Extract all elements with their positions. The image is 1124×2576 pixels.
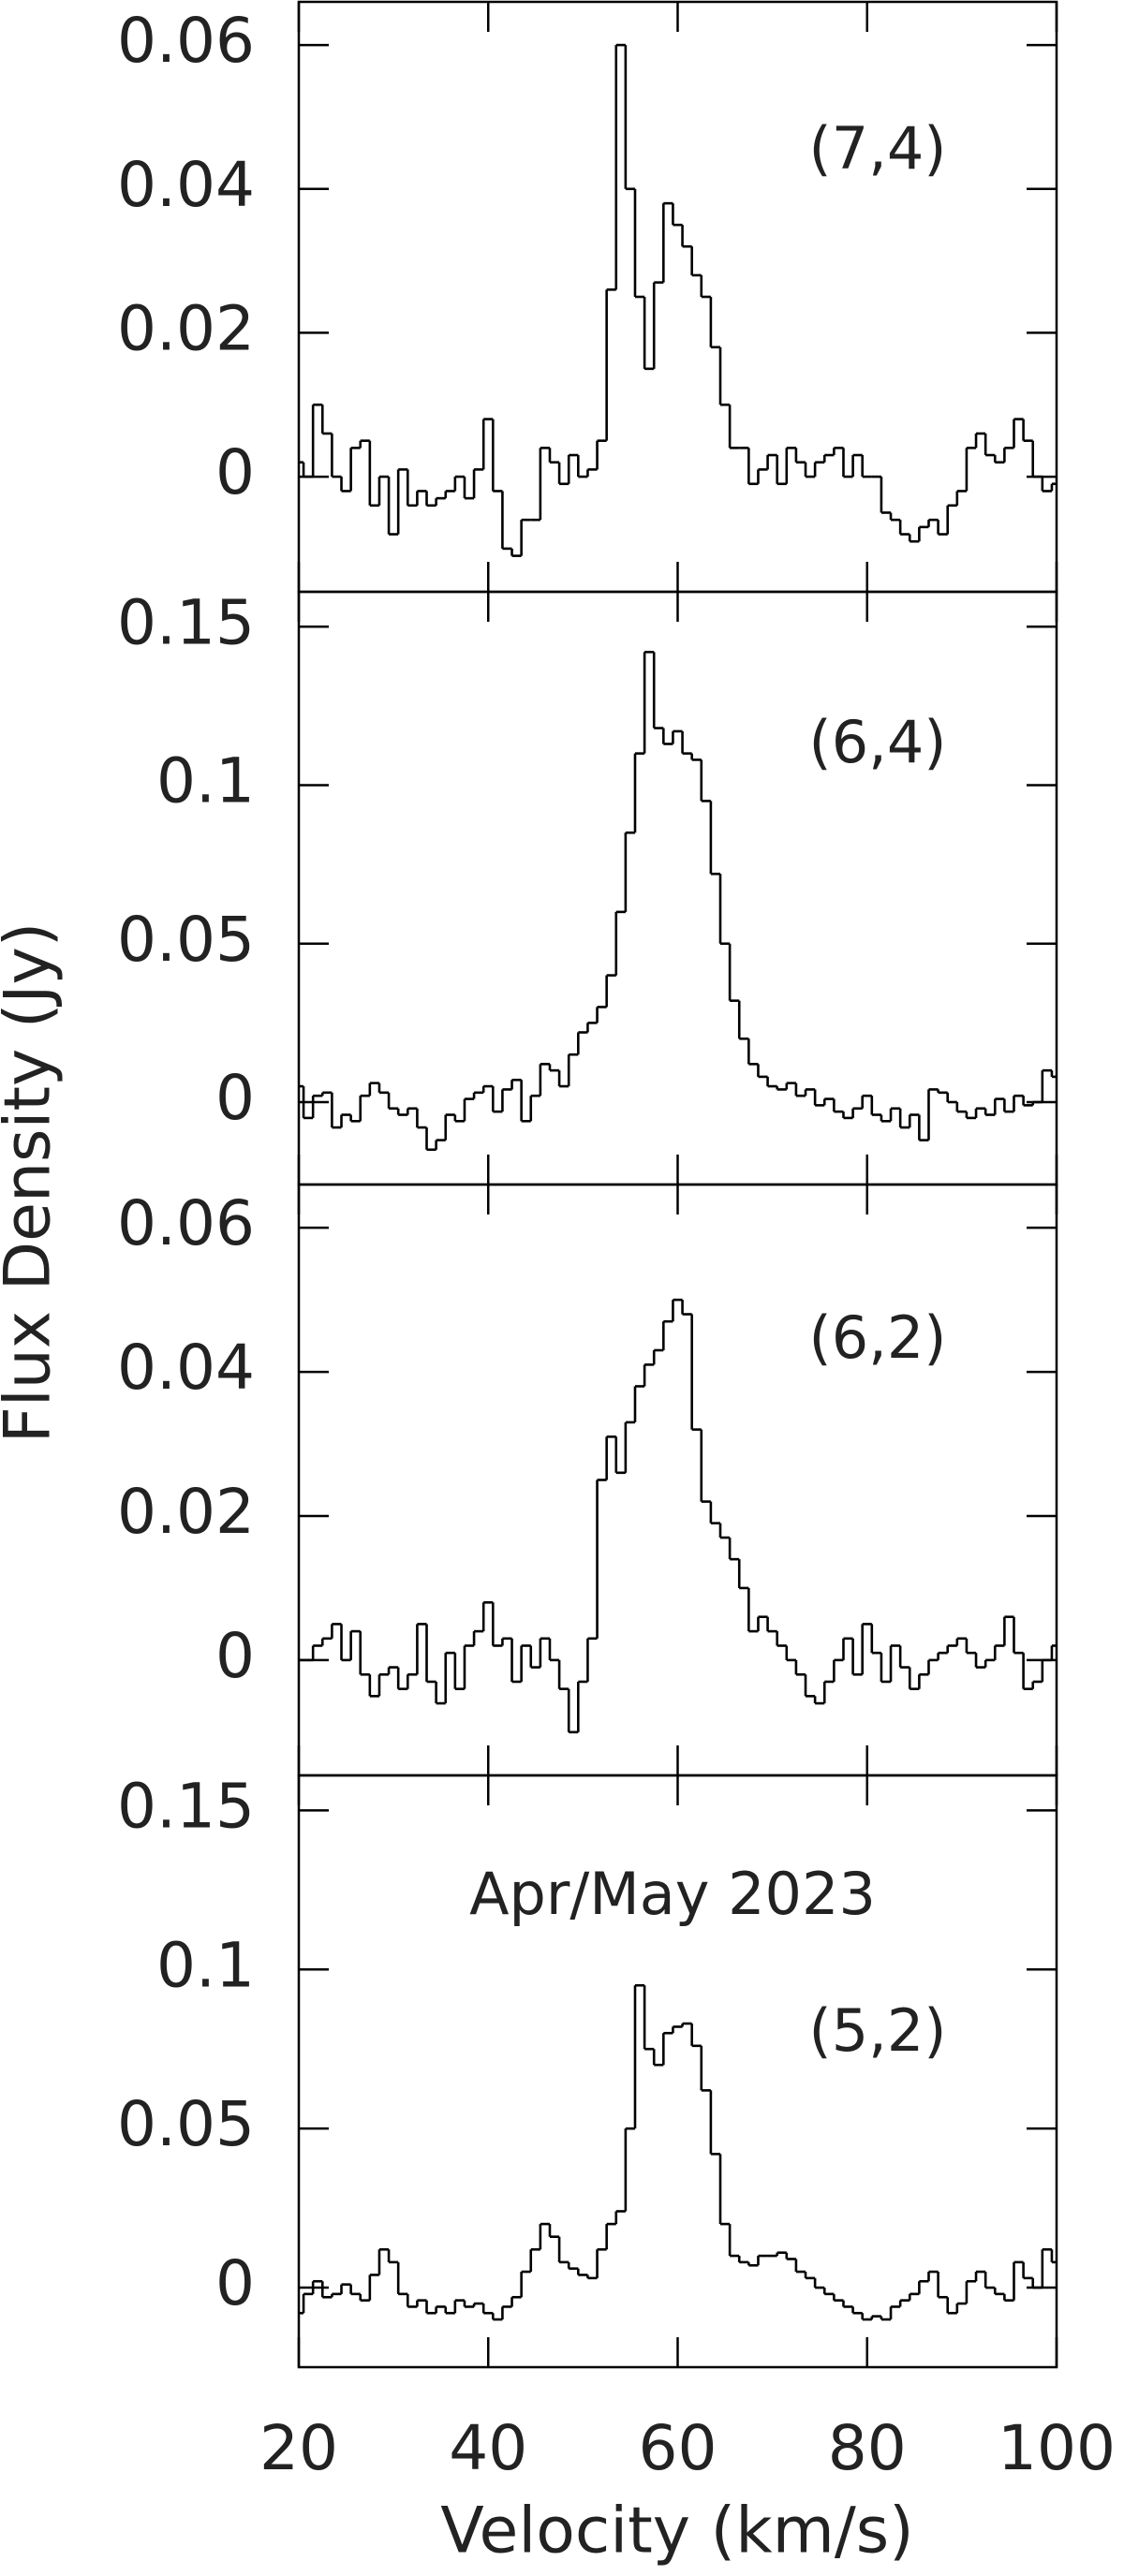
- panel-label: (6,2): [809, 1303, 947, 1372]
- y-tick-label: 0.1: [156, 745, 255, 817]
- x-tick-label: 100: [998, 2412, 1116, 2484]
- y-tick-label: 0.02: [117, 292, 255, 364]
- panel-label: (6,4): [809, 708, 947, 776]
- y-tick-label: 0: [215, 2247, 255, 2319]
- panel-frame: [297, 1183, 1058, 1777]
- x-tick-label: 20: [259, 2412, 338, 2484]
- panel-label: (5,2): [809, 1996, 947, 2065]
- y-tick-label: 0.02: [117, 1476, 255, 1548]
- y-tick-label: 0: [215, 436, 255, 508]
- x-axis-label: Velocity (km/s): [440, 2495, 913, 2569]
- panel-frame: [297, 590, 1058, 1186]
- y-tick-label: 0.05: [117, 2088, 255, 2160]
- y-tick-label: 0.04: [117, 149, 255, 221]
- y-tick-label: 0.15: [117, 1770, 255, 1842]
- series: [299, 1298, 1057, 1734]
- y-tick-label: 0.06: [117, 1187, 255, 1259]
- y-tick-label: 0.1: [156, 1929, 255, 2001]
- x-tick-label: 40: [449, 2412, 527, 2484]
- y-tick-label: 0: [215, 1062, 255, 1134]
- y-tick-label: 0: [215, 1620, 255, 1692]
- series: [299, 43, 1057, 557]
- y-tick-label: 0.05: [117, 904, 255, 976]
- series: [299, 651, 1057, 1152]
- panel-note: Apr/May 2023: [469, 1860, 876, 1928]
- y-tick-label: 0.06: [117, 5, 255, 77]
- x-tick-label: 60: [639, 2412, 717, 2484]
- panel-frame: [297, 0, 1058, 594]
- y-tick-label: 0.04: [117, 1332, 255, 1404]
- y-axis-label: Flux Density (Jy): [0, 922, 66, 1443]
- panel-label: (7,4): [809, 114, 947, 183]
- y-tick-label: 0.15: [117, 586, 255, 658]
- x-tick-label: 80: [828, 2412, 907, 2484]
- series: [299, 1983, 1057, 2321]
